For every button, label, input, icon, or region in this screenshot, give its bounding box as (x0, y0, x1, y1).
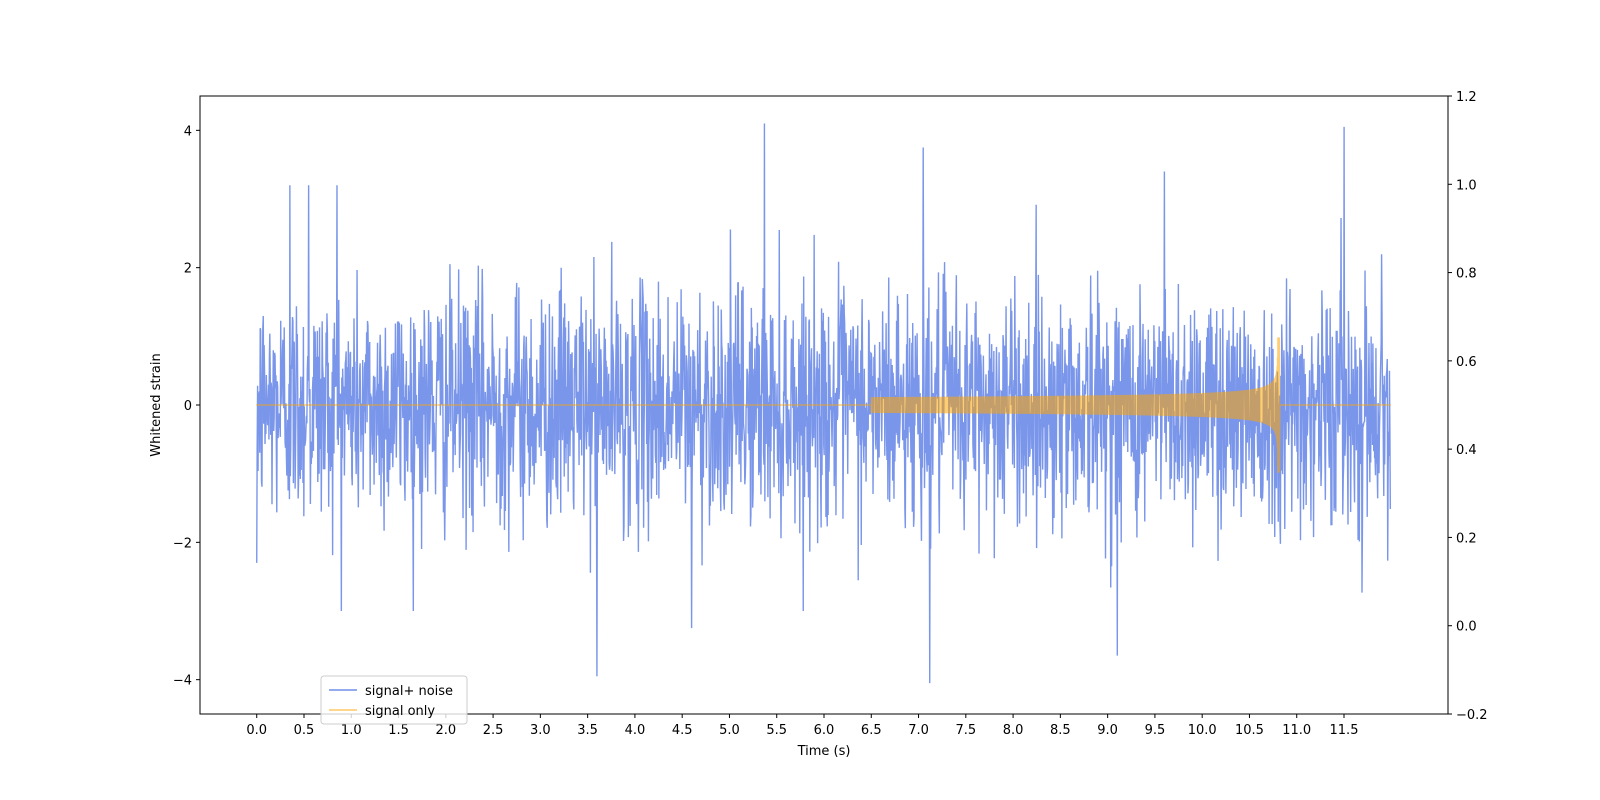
x-tick-label: 7.5 (955, 723, 976, 738)
x-tick-label: 5.0 (719, 723, 740, 738)
y-tick-label: 0 (184, 399, 192, 414)
x-tick-label: 11.0 (1282, 723, 1311, 738)
x-tick-label: 0.0 (246, 723, 267, 738)
x-tick-label: 6.0 (814, 723, 835, 738)
legend-box (320, 675, 468, 725)
legend: signal+ noise signal only (320, 675, 468, 725)
y2-tick-label: 0.2 (1456, 531, 1477, 546)
x-tick-label: 8.0 (1003, 723, 1024, 738)
x-axis: 0.0 0.5 1.0 1.5 2.0 2.5 3.0 3.5 4.0 4.5 5.0 5.5 6.0 6… (246, 714, 1358, 738)
y2-tick-label: 0.6 (1456, 355, 1477, 370)
x-tick-label: 11.5 (1330, 723, 1359, 738)
y2-tick-label: −0.2 (1456, 708, 1488, 723)
x-tick-label: 9.0 (1097, 723, 1118, 738)
legend-label-signal-plus-noise: signal+ noise (365, 684, 453, 699)
x-tick-label: 10.0 (1188, 723, 1217, 738)
legend-label-signal-only: signal only (365, 704, 435, 719)
x-tick-label: 1.0 (341, 723, 362, 738)
x-axis-label: Time (s) (797, 744, 851, 759)
x-tick-label: 8.5 (1050, 723, 1071, 738)
y-tick-label: −4 (173, 674, 192, 689)
y-axis-label: Whitened strain (149, 353, 164, 456)
y2-tick-label: 0.8 (1456, 267, 1477, 282)
y-tick-label: 2 (184, 262, 192, 277)
y2-tick-label: 1.2 (1456, 90, 1477, 105)
y2-tick-label: 0.4 (1456, 443, 1477, 458)
x-tick-label: 7.0 (908, 723, 929, 738)
x-tick-label: 5.5 (766, 723, 787, 738)
signal-only-line (256, 337, 1392, 473)
y-tick-label: −2 (173, 536, 192, 551)
x-tick-label: 3.0 (530, 723, 551, 738)
y2-tick-label: 1.0 (1456, 178, 1477, 193)
y-axis-left: −4 −2 0 2 4 (173, 124, 200, 689)
x-tick-label: 4.5 (672, 723, 693, 738)
y-axis-right: −0.2 0.0 0.2 0.4 0.6 0.8 1.0 1.2 (1448, 90, 1488, 723)
x-tick-label: 3.5 (577, 723, 598, 738)
x-tick-label: 9.5 (1145, 723, 1166, 738)
x-tick-label: 6.5 (861, 723, 882, 738)
x-tick-label: 4.0 (625, 723, 646, 738)
x-tick-label: 1.5 (388, 723, 409, 738)
y2-tick-label: 0.0 (1456, 620, 1477, 635)
x-tick-label: 0.5 (294, 723, 315, 738)
x-tick-label: 2.5 (483, 723, 504, 738)
y-tick-label: 4 (184, 124, 192, 139)
signal-only-series (256, 337, 1392, 473)
x-tick-label: 10.5 (1235, 723, 1264, 738)
x-tick-label: 2.0 (435, 723, 456, 738)
